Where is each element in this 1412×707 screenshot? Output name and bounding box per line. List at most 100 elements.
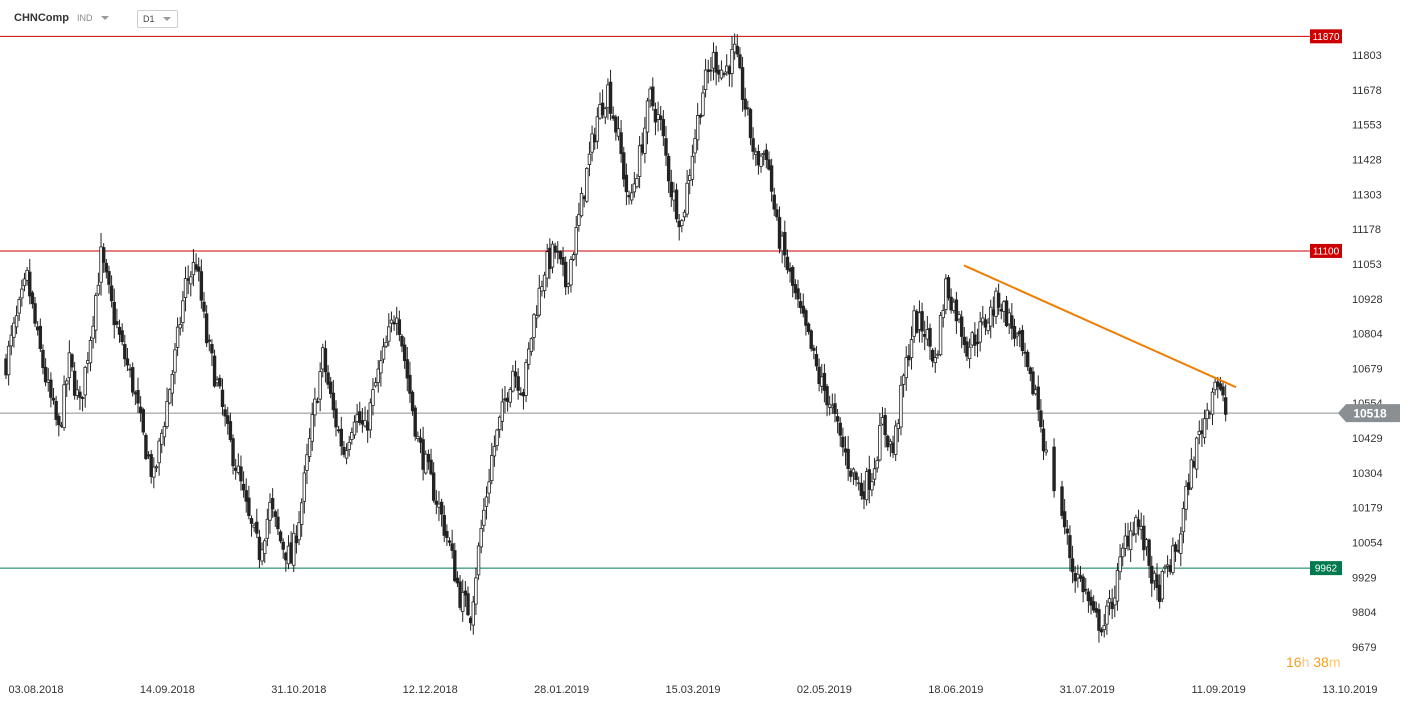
candle-body xyxy=(88,340,93,364)
candle-body xyxy=(915,311,919,333)
candle-body xyxy=(1197,430,1201,435)
candle xyxy=(857,476,861,491)
candle xyxy=(814,346,819,371)
candle-body xyxy=(173,349,177,373)
candle-body xyxy=(838,422,842,436)
candle xyxy=(305,443,309,484)
candle xyxy=(220,378,225,416)
candle xyxy=(363,406,367,428)
candle xyxy=(22,272,27,292)
candle-body xyxy=(886,435,890,448)
candle-body xyxy=(511,370,515,392)
candle xyxy=(495,428,499,451)
candle-body xyxy=(814,354,819,367)
candle xyxy=(170,370,175,407)
candle xyxy=(558,250,563,265)
candle-body xyxy=(833,403,837,414)
candle xyxy=(65,377,69,397)
candle-body xyxy=(730,48,734,74)
candle xyxy=(579,187,584,218)
candle xyxy=(1165,555,1170,578)
candle xyxy=(339,416,343,456)
candle xyxy=(730,36,734,88)
candle-body xyxy=(664,138,668,156)
symbol-label[interactable]: CHNComp xyxy=(14,12,69,24)
candle xyxy=(1044,441,1048,456)
candle xyxy=(521,388,526,410)
level-label: 9962 xyxy=(1315,564,1338,575)
candle xyxy=(1065,519,1069,545)
candle-body xyxy=(785,256,790,271)
candle-body xyxy=(379,360,383,374)
candle-body xyxy=(202,301,206,312)
candle xyxy=(901,373,906,398)
candle xyxy=(197,257,201,282)
candle xyxy=(574,215,578,267)
candle xyxy=(759,153,763,173)
candle-body xyxy=(1007,312,1011,325)
candle xyxy=(350,427,354,445)
candle-body xyxy=(429,459,433,475)
candle-body xyxy=(864,471,869,501)
candle-body xyxy=(574,227,578,255)
candle-body xyxy=(458,581,462,608)
candle-body xyxy=(336,429,341,432)
candle-body xyxy=(587,153,592,165)
candle-body xyxy=(450,543,454,551)
candle xyxy=(1007,308,1011,335)
timeframe-dropdown[interactable]: D1 xyxy=(137,10,178,28)
candle xyxy=(1150,555,1154,597)
candle xyxy=(959,310,964,349)
candle xyxy=(1004,295,1009,328)
candle xyxy=(595,107,600,149)
candle-body xyxy=(318,371,322,400)
candle-body xyxy=(1216,381,1220,387)
candle-body xyxy=(738,54,742,68)
candle xyxy=(822,363,827,403)
candle xyxy=(825,383,829,417)
candle-body xyxy=(12,322,16,338)
candle-body xyxy=(904,357,908,379)
candle-body xyxy=(299,502,304,525)
candle xyxy=(429,448,433,476)
candle-body xyxy=(603,108,607,118)
candle-body xyxy=(1223,397,1228,415)
candle-body xyxy=(648,88,652,101)
candle xyxy=(933,347,937,373)
candle-body xyxy=(424,453,428,474)
candle-body xyxy=(286,545,291,565)
candle xyxy=(1107,589,1112,616)
candle-body xyxy=(793,284,798,294)
candle-body xyxy=(606,84,610,108)
candle-body xyxy=(1118,556,1122,573)
candle xyxy=(1144,537,1149,556)
candle xyxy=(999,303,1003,320)
candle xyxy=(659,105,663,131)
candle-body xyxy=(1113,597,1117,606)
candle-body xyxy=(563,261,568,288)
candle xyxy=(96,272,101,296)
candle-body xyxy=(534,315,539,319)
candle xyxy=(632,171,637,198)
candle xyxy=(954,291,959,334)
candle xyxy=(970,330,974,348)
candle-body xyxy=(1192,461,1196,468)
candle xyxy=(51,387,56,405)
candle xyxy=(775,203,779,221)
candle xyxy=(286,535,291,570)
candle xyxy=(801,293,805,318)
y-tick-label: 10179 xyxy=(1352,503,1383,515)
candle-body xyxy=(376,368,380,383)
trendline xyxy=(963,264,1237,389)
instrument-type-dropdown[interactable]: IND xyxy=(77,10,109,26)
candle-body xyxy=(141,409,145,433)
candle xyxy=(965,336,969,362)
candle xyxy=(690,144,695,186)
candle-body xyxy=(1036,386,1040,410)
candle xyxy=(740,56,745,112)
candle xyxy=(722,71,726,78)
candle xyxy=(1160,569,1165,603)
candle-body xyxy=(1107,598,1112,604)
timer-minutes: 38 xyxy=(1313,654,1329,670)
